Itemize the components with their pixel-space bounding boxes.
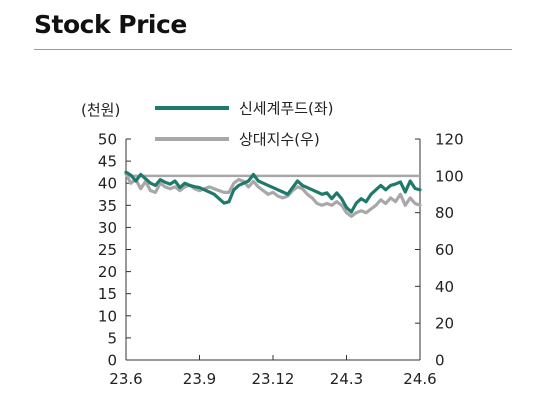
legend-item-relative-index: 상대지수(우) — [155, 131, 320, 149]
y-right-tick-label: 120 — [435, 131, 464, 149]
y-right-tick-label: 40 — [435, 278, 454, 296]
series-layer — [124, 170, 422, 218]
legend: 신세계푸드(좌) 상대지수(우) — [155, 100, 334, 149]
y-left-tick-label: 10 — [98, 307, 117, 325]
y-left-tick-label: 0 — [107, 352, 117, 370]
y-right-tick-label: 60 — [435, 241, 454, 259]
series-line-stock-price — [124, 170, 422, 214]
legend-item-stock-price: 신세계푸드(좌) — [155, 100, 334, 118]
x-tick-label: 23.9 — [183, 370, 216, 388]
page-title: Stock Price — [34, 10, 187, 39]
y-left-tick-label: 5 — [107, 329, 117, 347]
x-tick-label: 24.3 — [330, 370, 363, 388]
title-divider — [34, 49, 512, 50]
x-tick-label: 24.6 — [403, 370, 436, 388]
y-left-tick-label: 35 — [98, 197, 117, 215]
y-right-tick-label: 80 — [435, 204, 454, 222]
y-left-tick-label: 15 — [98, 285, 117, 303]
x-tick-label: 23.6 — [109, 370, 142, 388]
left-axis-unit-label: (천원) — [81, 101, 120, 119]
y-right-tick-label: 0 — [435, 352, 445, 370]
y-left-tick-label: 40 — [98, 175, 117, 193]
y-left-tick-label: 30 — [98, 219, 117, 237]
y-left-tick-label: 45 — [98, 153, 117, 171]
y-left-tick-label: 20 — [98, 263, 117, 281]
y-right-tick-label: 20 — [435, 315, 454, 333]
y-left-tick-label: 25 — [98, 241, 117, 259]
x-tick-label: 23.12 — [252, 370, 295, 388]
axes-layer: 0 5 10 15 20 25 30 35 40 45 50 0 20 40 60 80 100 120 23.6 2… — [98, 131, 464, 389]
legend-label: 신세계푸드(좌) — [239, 100, 334, 118]
legend-label: 상대지수(우) — [239, 131, 320, 149]
y-left-tick-label: 50 — [98, 131, 117, 149]
series-line-relative-index — [124, 172, 422, 218]
y-right-tick-label: 100 — [435, 167, 464, 185]
